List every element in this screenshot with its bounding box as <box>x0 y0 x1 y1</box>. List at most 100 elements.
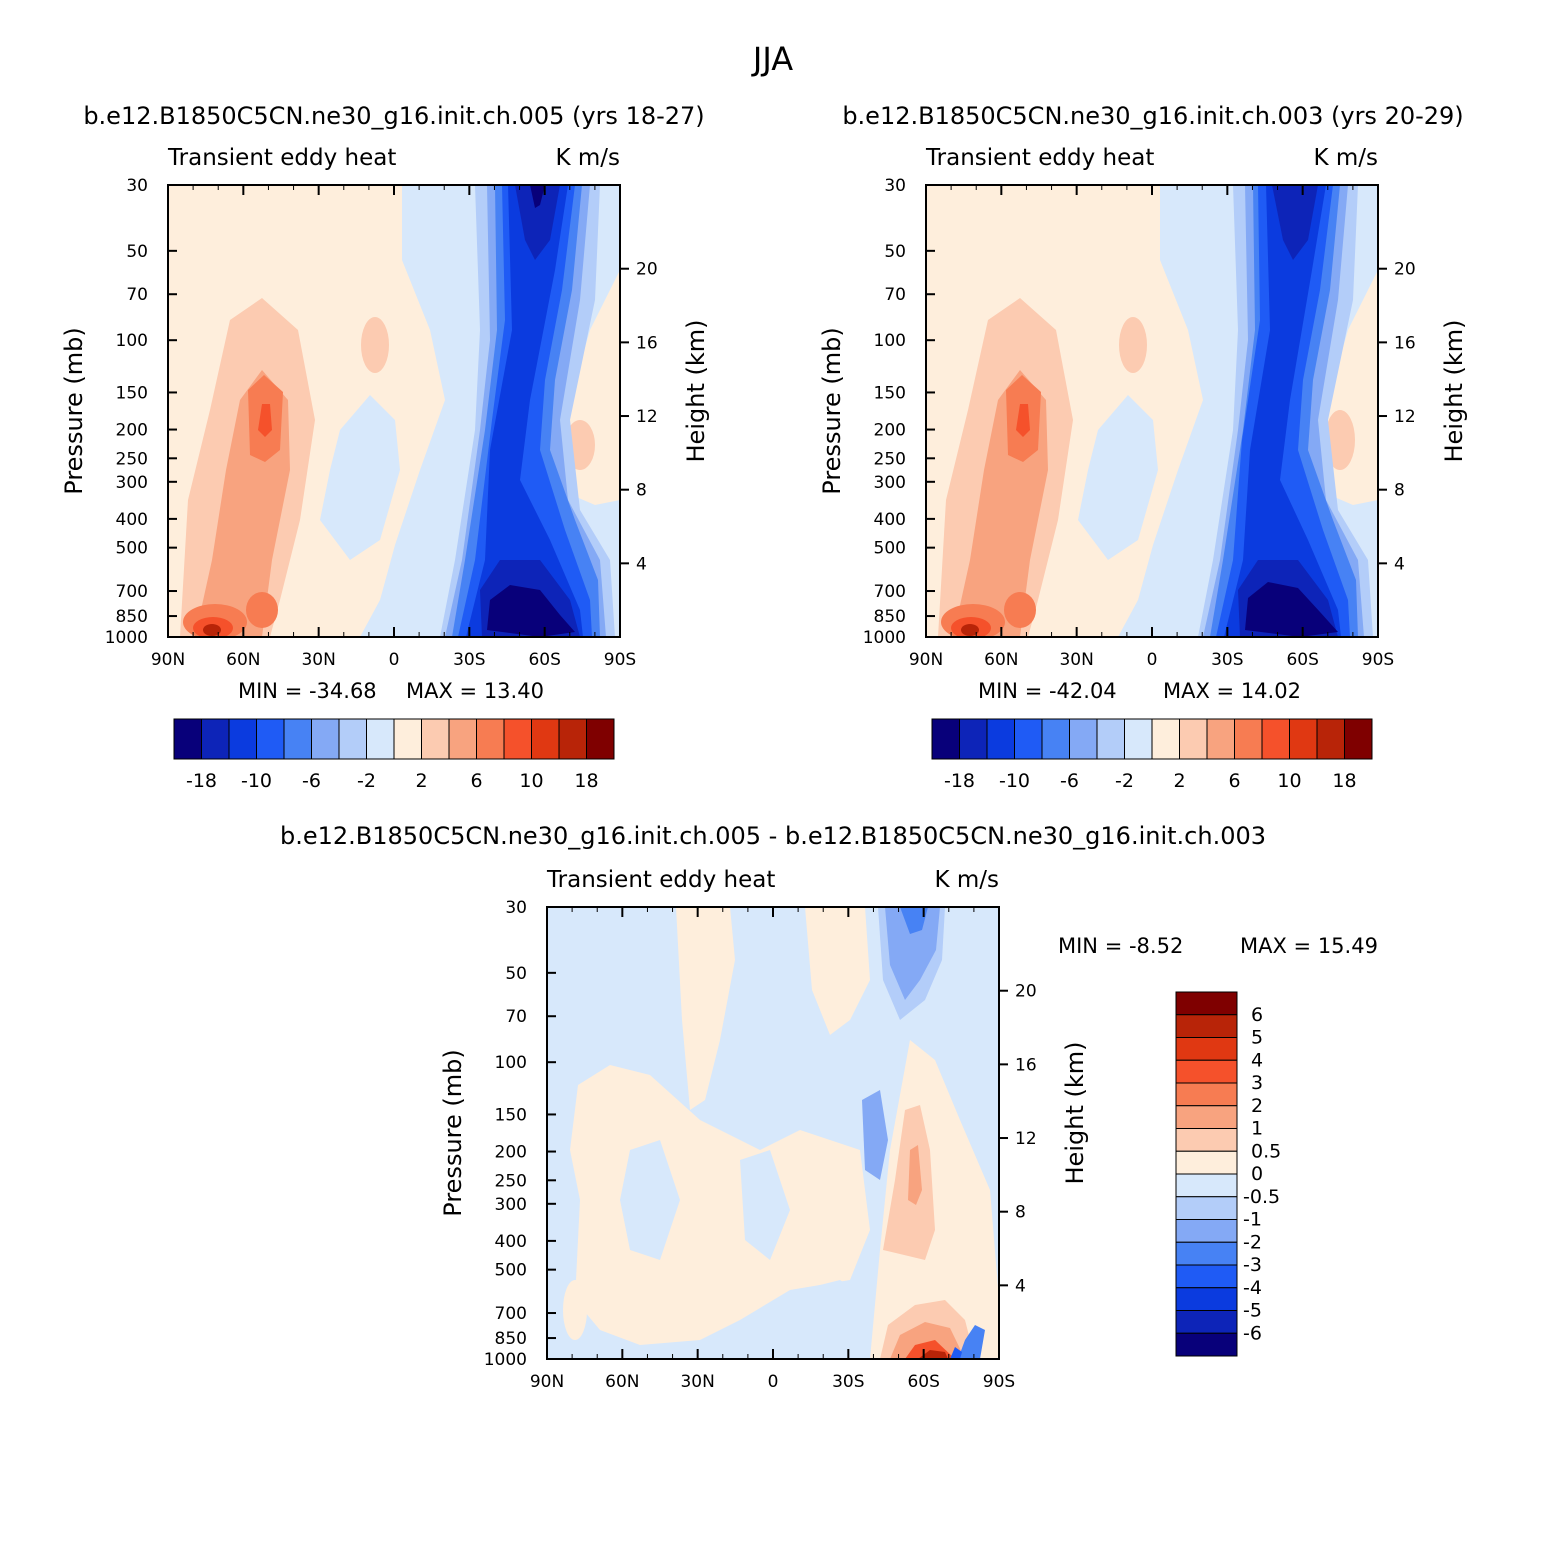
height-axis-label: Height (km) <box>1061 1042 1089 1185</box>
colorbar-layer: -18 -10 -6 -2 2 6 10 18 -18 -10 -6 -2 2 6 10 186543210.… <box>173 718 1373 1357</box>
height-tick-label: 16 <box>1015 1055 1037 1075</box>
colorbar-swatch <box>1175 1264 1238 1289</box>
negative-region <box>885 907 940 1000</box>
negative-region <box>466 185 583 637</box>
colorbar-tick-label: 18 <box>574 770 598 792</box>
colorbar-tick-label: -18 <box>186 770 217 792</box>
pressure-tick-label: 200 <box>874 421 906 441</box>
latitude-tick-label: 0 <box>389 650 400 670</box>
positive-region <box>890 1322 965 1359</box>
negative-region <box>740 1150 790 1260</box>
height-axis-label: Height (km) <box>1440 320 1468 463</box>
positive-region <box>570 1065 870 1345</box>
colorbar-swatch <box>311 718 340 760</box>
height-tick-label: 4 <box>1015 1276 1026 1296</box>
colorbar-swatch <box>476 718 505 760</box>
panel-2-max-label: MAX = 14.02 <box>1163 679 1301 703</box>
positive-region <box>870 1040 999 1359</box>
colorbar-tick-label: -10 <box>999 770 1030 792</box>
colorbar-swatch <box>1175 1128 1238 1152</box>
colorbar-tick-label: -6 <box>1243 1322 1262 1344</box>
height-tick-label: 20 <box>1015 982 1037 1002</box>
colorbar-tick-label: 6 <box>1228 770 1240 792</box>
latitude-tick-label: 60N <box>984 650 1018 670</box>
colorbar-swatch <box>1096 718 1125 760</box>
latitude-tick-label: 60N <box>226 650 260 670</box>
pressure-tick-label: 500 <box>116 539 148 559</box>
height-tick-label: 16 <box>636 333 658 353</box>
pressure-tick-label: 50 <box>884 242 906 262</box>
pressure-tick-label: 250 <box>874 449 906 469</box>
pressure-tick-label: 1000 <box>863 628 906 648</box>
pressure-tick-label: 30 <box>505 898 527 918</box>
height-tick-label: 12 <box>1394 407 1416 427</box>
negative-region <box>515 185 560 260</box>
latitude-tick-label: 30N <box>680 1372 714 1392</box>
pressure-axis-label: Pressure (mb) <box>60 327 88 494</box>
positive-region <box>1325 410 1355 470</box>
colorbar-swatch <box>503 718 532 760</box>
colorbar-tick-label: 18 <box>1332 770 1356 792</box>
height-tick-label: 16 <box>1394 333 1416 353</box>
negative-region <box>900 907 928 934</box>
colorbar-swatch <box>1344 718 1373 760</box>
panel-3-units-label: K m/s <box>934 867 999 893</box>
pressure-tick-label: 300 <box>116 473 148 493</box>
colorbar-tick-label: -18 <box>944 770 975 792</box>
panel-1-left-label: Transient eddy heat <box>167 145 396 171</box>
colorbar-swatch <box>1041 718 1070 760</box>
colorbar-swatch <box>1175 1196 1238 1220</box>
latitude-tick-label: 90N <box>151 650 185 670</box>
colorbar-tick-label: 1 <box>1251 1118 1263 1140</box>
positive-region <box>676 907 735 1110</box>
panel-1-min-label: MIN = -34.68 <box>238 679 377 703</box>
colorbar-swatch <box>1206 718 1235 760</box>
colorbar-tick-label: 0.5 <box>1251 1140 1281 1162</box>
pressure-tick-label: 300 <box>495 1195 527 1215</box>
positive-region <box>1004 592 1036 628</box>
negative-region <box>1078 395 1158 560</box>
colorbar-tick-label: 4 <box>1251 1049 1263 1071</box>
latitude-tick-label: 0 <box>768 1372 779 1392</box>
colorbar-swatch <box>1175 1287 1238 1311</box>
positive-region <box>918 1350 948 1359</box>
colorbar-swatch <box>1175 1150 1238 1175</box>
panel-3: b.e12.B1850C5CN.ne30_g16.init.ch.005 - b… <box>280 822 1378 1360</box>
colorbar-swatch <box>1175 1310 1238 1334</box>
colorbar-swatch <box>173 718 202 760</box>
colorbar-tick-label: 5 <box>1251 1027 1263 1049</box>
panel-3-min-label: MIN = -8.52 <box>1058 934 1183 958</box>
panel-2-contours <box>926 185 1378 637</box>
latitude-tick-label: 0 <box>1147 650 1158 670</box>
panel-1-max-label: MAX = 13.40 <box>406 679 544 703</box>
colorbar-swatch <box>1014 718 1043 760</box>
pressure-tick-label: 150 <box>116 383 148 403</box>
panel-1: b.e12.B1850C5CN.ne30_g16.init.ch.005 (yr… <box>83 102 704 703</box>
colorbar-swatch <box>1289 718 1318 760</box>
panel-2: b.e12.B1850C5CN.ne30_g16.init.ch.003 (yr… <box>842 102 1463 703</box>
latitude-tick-label: 60N <box>605 1372 639 1392</box>
pressure-tick-label: 70 <box>884 285 906 305</box>
pressure-tick-label: 700 <box>874 582 906 602</box>
latitude-tick-label: 30S <box>453 650 485 670</box>
pressure-tick-label: 100 <box>874 331 906 351</box>
colorbar-swatch <box>1175 1241 1238 1266</box>
negative-region <box>1272 185 1318 260</box>
colorbar-swatch <box>1261 718 1290 760</box>
negative-region <box>320 395 400 560</box>
pressure-tick-label: 1000 <box>484 1350 527 1370</box>
colorbar-swatch <box>1179 718 1208 760</box>
colorbar-swatch <box>201 718 230 760</box>
panel-3-left-label: Transient eddy heat <box>546 867 775 893</box>
pressure-tick-label: 200 <box>116 421 148 441</box>
latitude-tick-label: 60S <box>528 650 560 670</box>
pressure-tick-label: 700 <box>116 582 148 602</box>
pressure-tick-label: 70 <box>505 1007 527 1027</box>
colorbar-swatch <box>1234 718 1263 760</box>
panel-1-contours <box>168 185 620 637</box>
positive-region <box>246 592 278 628</box>
latitude-tick-label: 30S <box>1211 650 1243 670</box>
pressure-tick-label: 30 <box>884 176 906 196</box>
colorbar-tick-label: 2 <box>1251 1095 1263 1117</box>
